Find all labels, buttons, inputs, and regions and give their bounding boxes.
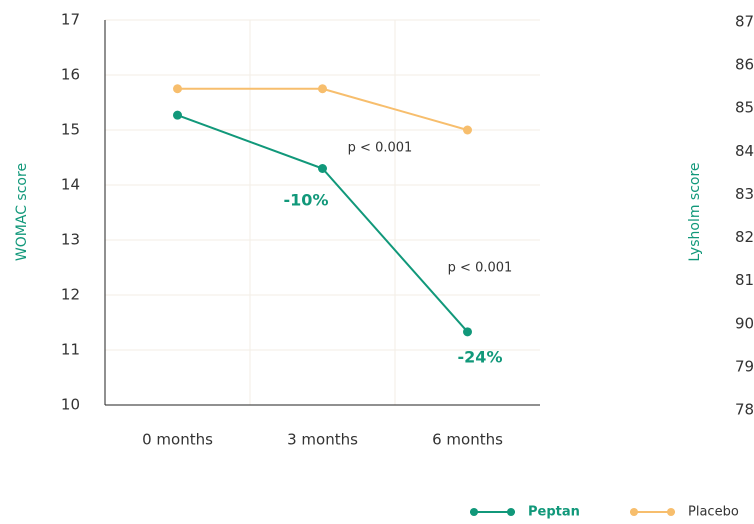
- legend-label: Placebo: [688, 505, 739, 520]
- annotation: -24%: [458, 348, 503, 367]
- x-tick-label: 3 months: [287, 431, 358, 449]
- y-axis-label: Lysholm score: [687, 162, 703, 261]
- annotation: p < 0.001: [448, 261, 513, 276]
- x-tick-label: 0 months: [142, 431, 213, 449]
- y-tick-label: 10: [61, 396, 80, 414]
- y-tick-label: 13: [61, 231, 80, 249]
- y-tick-label: 87: [735, 13, 754, 31]
- y-axis-label: WOMAC score: [14, 163, 30, 261]
- y-tick-label: 86: [735, 56, 754, 74]
- y-tick-label: 90: [735, 314, 754, 332]
- y-tick-label: 79: [735, 357, 754, 375]
- y-tick-label: 14: [61, 176, 80, 194]
- y-tick-label: 17: [61, 11, 80, 29]
- y-tick-label: 83: [735, 185, 754, 203]
- data-point: [463, 125, 472, 135]
- legend-label: Peptan: [528, 505, 580, 520]
- y-tick-label: 82: [735, 228, 754, 246]
- data-point: [463, 327, 472, 337]
- legend-marker: [630, 508, 638, 516]
- annotation: p < 0.001: [348, 141, 413, 156]
- legend-marker: [507, 508, 515, 516]
- legend-marker: [470, 508, 478, 516]
- y-tick-label: 78: [735, 401, 754, 419]
- x-tick-label: 6 months: [432, 431, 503, 449]
- legend-marker: [667, 508, 675, 516]
- data-point: [318, 164, 327, 173]
- y-tick-label: 16: [61, 66, 80, 84]
- y-tick-label: 84: [735, 142, 754, 160]
- annotation: -10%: [284, 191, 329, 210]
- y-tick-label: 15: [61, 121, 80, 139]
- y-tick-label: 81: [735, 271, 754, 289]
- series-line: [177, 114, 469, 333]
- y-tick-label: 11: [61, 341, 80, 359]
- data-point: [173, 84, 182, 94]
- data-point: [173, 110, 182, 120]
- series-line: [177, 87, 468, 131]
- data-point: [318, 84, 327, 94]
- y-tick-label: 12: [61, 286, 80, 304]
- y-tick-label: 85: [735, 99, 754, 117]
